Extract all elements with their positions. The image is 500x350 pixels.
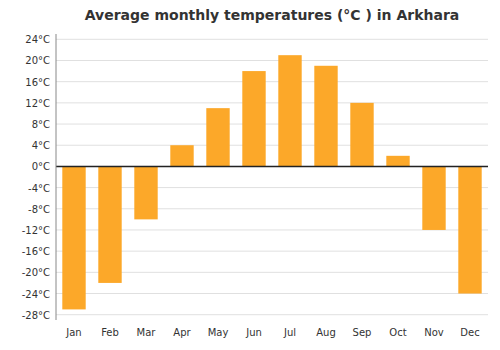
- x-tick-label: Jan: [65, 327, 81, 338]
- bar: [242, 71, 265, 166]
- y-grid: [56, 39, 488, 314]
- chart-title: Average monthly temperatures (°C ) in Ar…: [85, 7, 460, 23]
- chart-svg: Average monthly temperatures (°C ) in Ar…: [0, 0, 500, 350]
- y-axis-line: [56, 34, 57, 320]
- x-tick-label: Sep: [353, 327, 372, 338]
- y-tick-label: 12°C: [25, 98, 50, 109]
- grid-line: [56, 60, 488, 61]
- bar: [350, 103, 373, 167]
- bar: [386, 156, 409, 167]
- y-tick-label: 24°C: [25, 34, 50, 45]
- y-tick-label: -24°C: [22, 289, 50, 300]
- x-tick-label: Dec: [460, 327, 479, 338]
- y-tick-label: 20°C: [25, 55, 50, 66]
- x-tick-label: Jun: [245, 327, 262, 338]
- grid-line: [56, 39, 488, 40]
- grid-line: [56, 293, 488, 294]
- x-tick-label: Aug: [316, 327, 336, 338]
- grid-line: [56, 124, 488, 125]
- x-tick-label: Feb: [101, 327, 119, 338]
- bar: [422, 166, 445, 230]
- bar: [314, 66, 337, 167]
- x-tick-label: Apr: [173, 327, 191, 338]
- bar: [278, 55, 301, 166]
- bar: [170, 145, 193, 166]
- y-tick-label: -16°C: [22, 246, 50, 257]
- y-tick-label: 8°C: [32, 119, 50, 130]
- bar: [62, 166, 85, 309]
- zero-line: [56, 166, 488, 168]
- x-tick-label: May: [208, 327, 229, 338]
- grid-line: [56, 145, 488, 146]
- x-tick-label: Nov: [424, 327, 444, 338]
- y-tick-label: 0°C: [32, 161, 50, 172]
- bar: [98, 166, 121, 283]
- y-tick-label: -4°C: [28, 183, 50, 194]
- x-tick-label: Oct: [389, 327, 406, 338]
- y-tick-label: 16°C: [25, 77, 50, 88]
- bar: [134, 166, 157, 219]
- y-tick-label: 4°C: [32, 140, 50, 151]
- grid-line: [56, 314, 488, 315]
- chart-container: Average monthly temperatures (°C ) in Ar…: [0, 0, 500, 350]
- grid-line: [56, 81, 488, 82]
- bars: [62, 55, 481, 309]
- y-tick-label: -28°C: [22, 310, 50, 321]
- grid-line: [56, 102, 488, 103]
- grid-line: [56, 166, 488, 167]
- y-tick-label: -12°C: [22, 225, 50, 236]
- y-tick-label: -20°C: [22, 267, 50, 278]
- bar: [458, 166, 481, 293]
- y-tick-label: -8°C: [28, 204, 50, 215]
- x-tick-label: Mar: [137, 327, 157, 338]
- x-tick-label: Jul: [283, 327, 296, 338]
- bar: [206, 108, 229, 166]
